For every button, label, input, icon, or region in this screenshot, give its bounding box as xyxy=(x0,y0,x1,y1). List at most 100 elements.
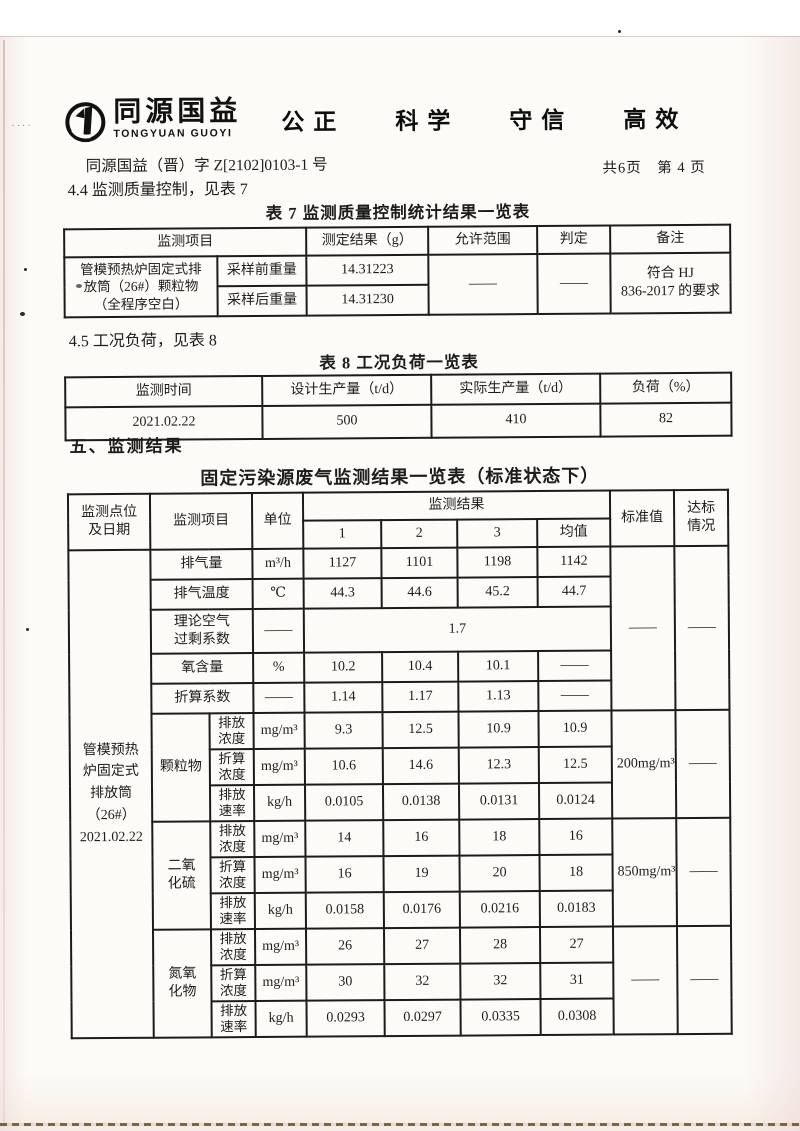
value: —— xyxy=(538,680,612,712)
col-header-result: 测定结果（g） xyxy=(306,226,429,256)
unit: —— xyxy=(253,682,305,714)
unit: kg/h xyxy=(254,892,306,930)
value: 28 xyxy=(459,927,541,964)
value: 27 xyxy=(539,926,614,964)
table-row: 二氧 化硫 排放 浓度 mg/m³ 14 16 18 16 850mg/m³ —… xyxy=(70,817,731,930)
monitoring-item-label: 管模预热炉固定式排 放筒（26#）颗粒物 （全程序空白） xyxy=(64,256,218,318)
company-slogan: 公正 科学 守信 高效 xyxy=(281,100,687,137)
value: 0.0131 xyxy=(458,783,540,820)
value: 10.6 xyxy=(304,748,383,785)
col-header-item: 监测项目 xyxy=(64,227,307,258)
report-header: ···· 同源国益 TONGYUAN GUOYI 公正 科学 守信 高效 xyxy=(11,94,731,151)
scanned-paper-background xyxy=(0,36,800,1131)
value: 1101 xyxy=(381,547,458,579)
value: 10.1 xyxy=(458,651,539,682)
table-row: 管模预热炉固定式排 放筒（26#）颗粒物 （全程序空白） 采样前重量 14.31… xyxy=(64,252,731,318)
col-header-load: 负荷（%） xyxy=(600,372,732,404)
unit: % xyxy=(253,652,305,684)
scan-speck xyxy=(24,268,27,271)
value: 12.5 xyxy=(538,746,612,784)
compliance-status: —— xyxy=(676,925,732,1035)
value: 0.0138 xyxy=(382,783,460,821)
page-info: 共6页 第 4 页 xyxy=(602,159,706,177)
col-header-remark: 备注 xyxy=(610,224,731,254)
col-header-unit: 单位 xyxy=(251,492,304,550)
value: 1198 xyxy=(457,547,538,578)
unit: mg/m³ xyxy=(253,748,305,786)
scan-speck xyxy=(76,284,82,288)
quality-control-table: 监测项目 测定结果（g） 允许范围 判定 备注 管模预热炉固定式排 放筒（26#… xyxy=(63,224,732,319)
standard-value: —— xyxy=(610,546,676,711)
value: 1142 xyxy=(537,546,611,578)
scan-speck xyxy=(20,312,25,316)
judgement: —— xyxy=(537,253,611,315)
table-row: 颗粒物 排放 浓度 mg/m³ 9.3 12.5 10.9 10.9 200mg… xyxy=(69,709,731,822)
actual-output: 410 xyxy=(431,403,601,438)
standard-value: —— xyxy=(612,926,678,1035)
measured-value: 14.31230 xyxy=(306,284,429,316)
value: 44.7 xyxy=(537,576,611,608)
slogan-word: 公正 xyxy=(281,109,346,135)
value: 30 xyxy=(306,964,385,1001)
sub-item: 排放 浓度 xyxy=(209,713,254,750)
col-header-standard: 标准值 xyxy=(609,490,675,547)
value: 0.0308 xyxy=(540,998,614,1036)
value: 1.17 xyxy=(382,681,459,713)
col-header-judge: 判定 xyxy=(537,225,611,255)
scan-speck xyxy=(26,628,29,631)
value: 20 xyxy=(459,855,540,892)
table-row: 氮氧 化物 排放 浓度 mg/m³ 26 27 28 27 —— —— xyxy=(71,925,732,1038)
slogan-word: 科学 xyxy=(395,108,460,135)
item-label: 折算系数 xyxy=(151,683,254,714)
document-number-row: 同源国益（晋）字 Z[2102]0103-1 号 共6页 第 4 页 xyxy=(85,150,734,177)
item-label: 排气量 xyxy=(150,549,253,580)
value: 16 xyxy=(539,818,613,856)
sub-item: 采样后重量 xyxy=(217,285,307,317)
unit: m³/h xyxy=(252,548,304,580)
value: 0.0297 xyxy=(384,999,461,1037)
value: 16 xyxy=(383,819,460,857)
slogan-word: 守信 xyxy=(509,107,574,134)
pollutant-name: 颗粒物 xyxy=(151,713,211,822)
monitoring-results-table: 监测点位 及日期 监测项目 单位 监测结果 标准值 达标 情况 1 2 3 均值… xyxy=(67,489,733,1040)
value: 10.4 xyxy=(382,651,459,683)
item-label: 氧含量 xyxy=(151,653,254,684)
col-header-item: 监测项目 xyxy=(149,493,253,550)
value: 0.0293 xyxy=(306,1000,385,1037)
sub-item: 折算 浓度 xyxy=(211,965,256,1002)
col-header-run2: 2 xyxy=(381,519,458,549)
col-header-range: 允许范围 xyxy=(428,226,538,255)
value: —— xyxy=(538,650,612,682)
value: 32 xyxy=(384,963,461,1001)
measured-value: 14.31223 xyxy=(306,254,429,286)
table-row: 监测点位 及日期 监测项目 单位 监测结果 标准值 达标 情况 xyxy=(67,489,729,551)
standard-value: 200mg/m³ xyxy=(611,710,677,819)
value: 0.0176 xyxy=(383,891,460,929)
value-merged: 1.7 xyxy=(303,606,612,653)
value: 1127 xyxy=(303,548,382,579)
value: 0.0158 xyxy=(305,892,384,929)
unit: kg/h xyxy=(255,1000,307,1038)
value: 44.3 xyxy=(303,578,382,609)
section-heading-5: 五、监测结果 xyxy=(69,436,184,457)
remark: 符合 HJ 836-2017 的要求 xyxy=(610,252,731,314)
value: 10.9 xyxy=(538,710,612,748)
document-sheet: ···· 同源国益 TONGYUAN GUOYI 公正 科学 守信 高效 同源国… xyxy=(0,0,796,1039)
table-row: 监测时间 设计生产量（t/d） 实际生产量（t/d） 负荷（%） xyxy=(65,372,732,408)
sub-item: 折算 浓度 xyxy=(210,857,255,894)
value: 32 xyxy=(460,963,541,1000)
slogan-word: 高效 xyxy=(623,106,688,133)
value: 26 xyxy=(305,928,385,965)
section-heading-4-5: 4.5 工况负荷，见表 8 xyxy=(68,332,217,351)
sub-item: 排放 速率 xyxy=(209,785,255,822)
unit: mg/m³ xyxy=(254,928,307,966)
document-number: 同源国益（晋）字 Z[2102]0103-1 号 xyxy=(85,156,328,176)
value: 44.6 xyxy=(381,577,458,609)
value: 45.2 xyxy=(457,577,538,608)
value: 10.2 xyxy=(304,652,383,683)
col-header-actual-output: 实际生产量（t/d） xyxy=(431,373,601,405)
unit: ℃ xyxy=(252,578,304,610)
item-label: 排气温度 xyxy=(150,579,253,610)
value: 19 xyxy=(383,855,460,893)
unit: mg/m³ xyxy=(254,820,306,858)
